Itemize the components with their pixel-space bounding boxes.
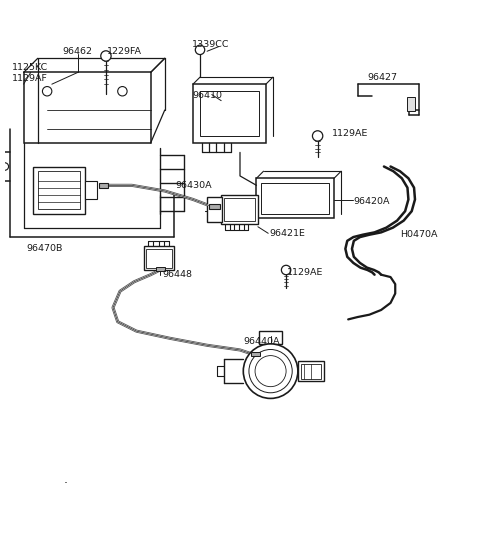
Text: 96448: 96448	[162, 270, 192, 279]
Text: .: .	[64, 473, 68, 486]
Circle shape	[101, 51, 111, 61]
Text: 96421E: 96421E	[269, 229, 305, 238]
Bar	[146, 249, 172, 268]
Text: 96410: 96410	[192, 91, 222, 100]
Bar	[298, 361, 324, 381]
Text: 1229FA: 1229FA	[107, 47, 142, 56]
Bar	[407, 97, 416, 111]
Text: 1129AE: 1129AE	[287, 268, 324, 277]
Circle shape	[249, 349, 292, 393]
Text: 1339CC: 1339CC	[192, 40, 229, 49]
Bar	[207, 197, 222, 221]
Bar	[33, 166, 85, 213]
Text: 1125KC: 1125KC	[12, 63, 48, 72]
Text: 1129AE: 1129AE	[332, 129, 368, 138]
Bar	[256, 178, 334, 218]
Bar	[24, 72, 151, 143]
Bar	[209, 204, 220, 209]
Circle shape	[312, 131, 323, 141]
Bar	[85, 180, 96, 199]
Text: 96430A: 96430A	[175, 181, 212, 190]
Bar	[259, 330, 282, 344]
Circle shape	[255, 356, 286, 387]
Bar	[99, 183, 108, 188]
Circle shape	[118, 86, 127, 96]
Text: 96470B: 96470B	[26, 244, 63, 253]
Bar	[193, 84, 266, 143]
Circle shape	[195, 45, 205, 55]
Circle shape	[281, 265, 291, 275]
Bar	[221, 195, 258, 224]
Text: 96420A: 96420A	[353, 197, 389, 206]
Text: 1129AF: 1129AF	[12, 73, 48, 83]
Circle shape	[243, 344, 298, 399]
Text: 96462: 96462	[63, 47, 93, 56]
Text: 96427: 96427	[367, 73, 397, 82]
Bar	[252, 352, 260, 356]
Circle shape	[42, 86, 52, 96]
Bar	[144, 246, 174, 270]
Circle shape	[1, 163, 9, 170]
Text: 96440A: 96440A	[243, 337, 279, 346]
Bar	[156, 267, 165, 272]
Bar	[38, 171, 80, 209]
Bar	[261, 183, 329, 213]
Text: H0470A: H0470A	[400, 230, 437, 239]
Bar	[200, 91, 259, 136]
Bar	[300, 363, 321, 379]
Bar	[224, 198, 255, 221]
